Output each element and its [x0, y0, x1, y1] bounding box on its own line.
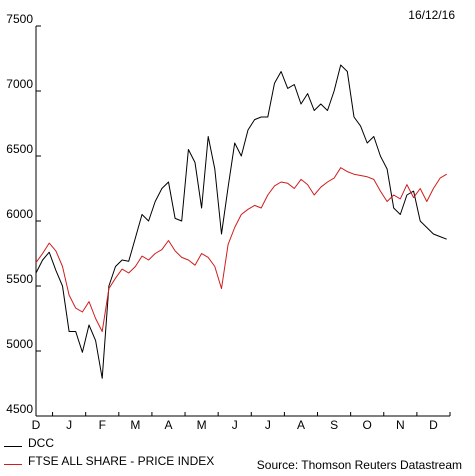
x-tick-label: A [297, 418, 305, 430]
y-axis-ticks: 4500 5000 5500 6000 6500 7000 7500 [6, 12, 41, 417]
y-tick-label: 5500 [6, 272, 33, 286]
x-tick-label: D [429, 418, 438, 430]
y-tick-label: 6000 [6, 207, 33, 221]
x-tick-label: M [130, 418, 140, 430]
legend-label-ftse: FTSE ALL SHARE - PRICE INDEX [28, 454, 215, 468]
chart-date: 16/12/16 [408, 8, 455, 22]
legend-item-ftse: FTSE ALL SHARE - PRICE INDEX [4, 450, 214, 468]
x-tick-label: J [265, 418, 271, 430]
chart-legend: DCC FTSE ALL SHARE - PRICE INDEX [4, 432, 214, 468]
x-tick-label: F [99, 418, 106, 430]
x-tick-label: D [32, 418, 41, 430]
legend-label-dcc: DCC [28, 436, 54, 450]
series-lines [35, 64, 447, 379]
x-tick-label: O [363, 418, 372, 430]
legend-swatch-dcc [4, 446, 22, 447]
x-tick-label: M [197, 418, 207, 430]
legend-item-dcc: DCC [4, 432, 214, 450]
x-tick-label: A [164, 418, 172, 430]
x-tick-label: J [232, 418, 238, 430]
y-tick-label: 7000 [6, 77, 33, 91]
legend-swatch-ftse [4, 464, 22, 465]
series-line-ftse [35, 167, 447, 332]
x-tick-label: J [66, 418, 72, 430]
line-chart: 4500 5000 5500 6000 6500 7000 7500 D J F M A M J J A S O… [6, 12, 451, 430]
y-tick-label: 7500 [6, 12, 33, 26]
y-tick-label: 6500 [6, 142, 33, 156]
y-tick-label: 5000 [6, 337, 33, 351]
x-tick-label: N [396, 418, 405, 430]
chart-source: Source: Thomson Reuters Datastream [256, 458, 462, 472]
y-tick-label: 4500 [6, 402, 33, 416]
series-line-dcc [35, 64, 447, 379]
x-tick-label: S [330, 418, 338, 430]
